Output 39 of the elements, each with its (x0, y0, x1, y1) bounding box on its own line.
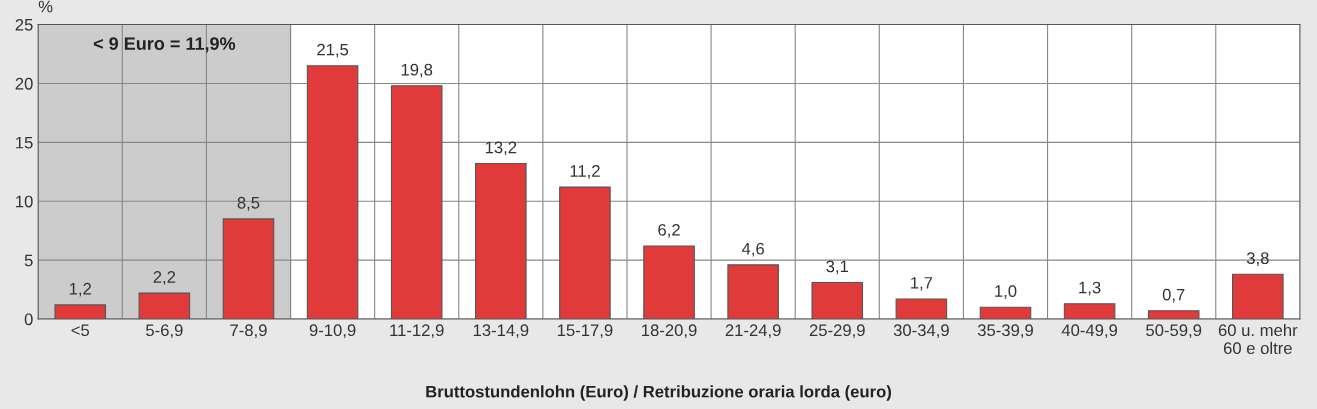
data-label: 3,8 (1246, 252, 1269, 266)
y-tick-label: 25 (15, 18, 33, 31)
x-tick-label: 30-34,9 (893, 324, 949, 339)
data-label: 11,2 (570, 165, 600, 179)
x-tick-label: 35-39,9 (977, 324, 1033, 339)
data-label: 3,1 (826, 260, 849, 275)
data-label: 8,5 (237, 196, 260, 211)
x-tick-label: 50-59,9 (1146, 324, 1202, 339)
y-tick-label: 15 (16, 136, 33, 149)
x-tick-label: 13-14,9 (473, 324, 529, 339)
x-tick-label: 9-10,9 (309, 324, 356, 339)
data-label: 21,5 (317, 43, 349, 58)
y-tick-label: 20 (15, 77, 33, 90)
y-axis-title: % (38, 0, 53, 13)
data-label: 19,8 (401, 63, 433, 78)
x-tick-label: 18-20,9 (642, 324, 697, 339)
x-tick-label: 40-49,9 (1061, 324, 1118, 339)
data-label: 4,6 (741, 242, 764, 257)
band-label: < 9 Euro = 11,9% (93, 37, 236, 53)
x-tick-label: 15-17,9 (557, 324, 613, 339)
x-tick-label: <5 (71, 324, 90, 337)
y-tick-label: 10 (16, 195, 33, 208)
x-axis-title: Bruttostundenlohn (Euro) / Retribuzione oraria lorda (euro) (426, 385, 892, 401)
data-label: 1,2 (69, 282, 91, 297)
data-label: 13,2 (485, 141, 517, 156)
y-tick-label: 5 (24, 254, 33, 267)
x-tick-label: 21-24,9 (725, 324, 781, 339)
data-label: 6,2 (658, 223, 680, 238)
data-label: 0,7 (1162, 288, 1185, 303)
data-label: 1,7 (911, 277, 933, 291)
x-tick-label: 11-12,9 (390, 324, 444, 339)
y-tick-label: 0 (24, 313, 33, 326)
x-tick-label: 5-6,9 (146, 324, 183, 339)
x-tick-label: 25-29,9 (809, 324, 865, 339)
data-label: 2,2 (153, 271, 176, 285)
data-label: 1,3 (1079, 281, 1101, 296)
data-label: 1,0 (995, 285, 1017, 299)
x-tick-label: 7-8,9 (230, 324, 267, 339)
x-tick-label: 60 u. mehr 60 e oltre (1218, 323, 1298, 355)
